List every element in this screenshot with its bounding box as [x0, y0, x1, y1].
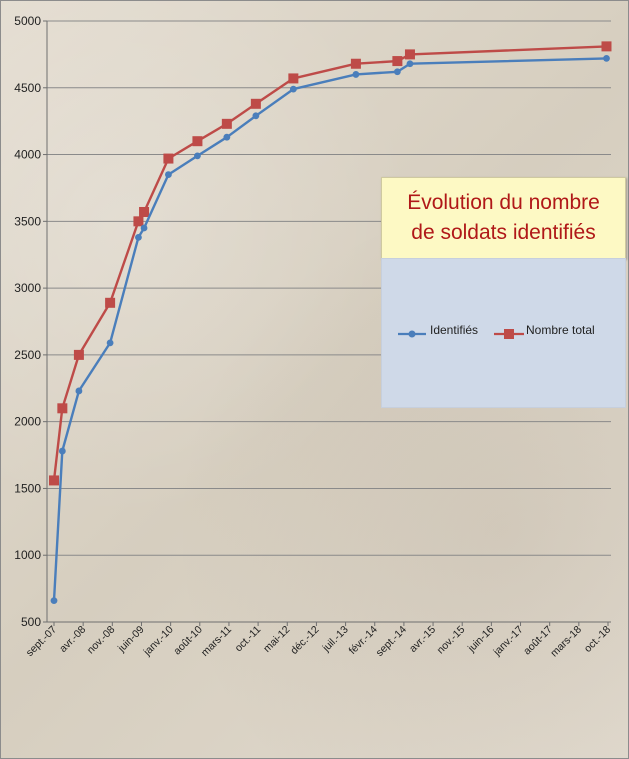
- x-tick-label: oct.-11: [233, 624, 264, 655]
- x-tick-label: mai-12: [261, 624, 292, 655]
- y-tick-label: 5000: [14, 14, 41, 28]
- x-tick-label: juil.-13: [320, 624, 351, 655]
- data-point-identifies: [289, 85, 297, 93]
- x-tick-label: oct.-18: [582, 624, 613, 655]
- legend-marker-nombre-total: [494, 329, 524, 339]
- data-point-identifies: [393, 68, 401, 76]
- data-point-nombre-total: [350, 58, 361, 69]
- y-tick-label: 4000: [14, 148, 41, 162]
- chart-title-line-1: Évolution du nombre: [407, 191, 600, 214]
- data-point-nombre-total: [49, 475, 59, 486]
- y-tick-label: 1000: [14, 548, 41, 562]
- data-point-nombre-total: [133, 216, 144, 227]
- y-tick-label: 3000: [14, 281, 41, 295]
- data-point-identifies: [194, 152, 201, 160]
- data-point-identifies: [58, 447, 66, 455]
- data-point-nombre-total: [250, 98, 261, 109]
- data-point-nombre-total: [392, 56, 403, 67]
- data-point-nombre-total: [288, 73, 299, 84]
- legend: Identifiés Nombre total: [381, 258, 626, 408]
- data-point-identifies: [140, 224, 148, 232]
- data-point-identifies: [406, 60, 414, 68]
- data-point-nombre-total: [192, 136, 203, 147]
- y-tick-label: 2000: [14, 415, 41, 429]
- y-tick-label: 2500: [14, 348, 41, 362]
- legend-label-identifies: Identifiés: [430, 323, 479, 337]
- data-point-identifies: [75, 387, 83, 395]
- x-tick-label: nov.-08: [85, 624, 118, 657]
- x-tick-label: mars-18: [548, 624, 584, 660]
- y-tick-label: 500: [21, 615, 41, 629]
- legend-label-nombre-total: Nombre total: [526, 323, 595, 337]
- data-point-nombre-total: [221, 118, 232, 129]
- axes: [43, 20, 611, 626]
- y-tick-label: 4500: [14, 81, 41, 95]
- legend-marker-identifies: [398, 330, 426, 338]
- x-tick-label: janv.-10: [141, 624, 176, 659]
- data-point-nombre-total: [105, 297, 116, 308]
- chart-title: Évolution du nombre de soldats identifié…: [381, 177, 626, 259]
- x-tick-label: déc.-12: [288, 624, 321, 657]
- data-point-identifies: [252, 112, 260, 120]
- data-point-identifies: [106, 339, 114, 347]
- x-tick-label: janv.-17: [491, 624, 526, 659]
- x-tick-label: nov.-15: [435, 624, 468, 657]
- chart-title-line-2: de soldats identifiés: [411, 221, 596, 244]
- data-point-identifies: [50, 597, 58, 605]
- data-point-nombre-total: [73, 349, 84, 360]
- y-tick-label: 1500: [14, 481, 41, 495]
- x-tick-label: avr.-15: [407, 624, 438, 655]
- data-point-identifies: [223, 133, 231, 141]
- data-point-identifies: [165, 171, 172, 178]
- data-point-nombre-total: [139, 206, 150, 217]
- x-tick-label: mars-11: [199, 624, 234, 659]
- data-point-identifies: [352, 71, 360, 78]
- x-tick-label: avr.-08: [57, 624, 88, 655]
- x-axis-ticks: sept.-07avr.-08nov.-08juin-09janv.-10aoû…: [24, 624, 613, 660]
- data-point-nombre-total: [163, 153, 174, 164]
- x-tick-label: sept.-14: [374, 624, 409, 659]
- data-point-identifies: [135, 233, 142, 241]
- y-tick-label: 3500: [14, 214, 41, 228]
- data-point-nombre-total: [57, 403, 68, 414]
- series-group: [49, 41, 612, 605]
- data-point-nombre-total: [601, 41, 612, 52]
- data-point-identifies: [603, 54, 610, 62]
- data-point-nombre-total: [404, 49, 415, 60]
- y-axis-ticks: 500 1000 1500 2000 2500 3000 3500 4000 4500 5000: [14, 14, 41, 629]
